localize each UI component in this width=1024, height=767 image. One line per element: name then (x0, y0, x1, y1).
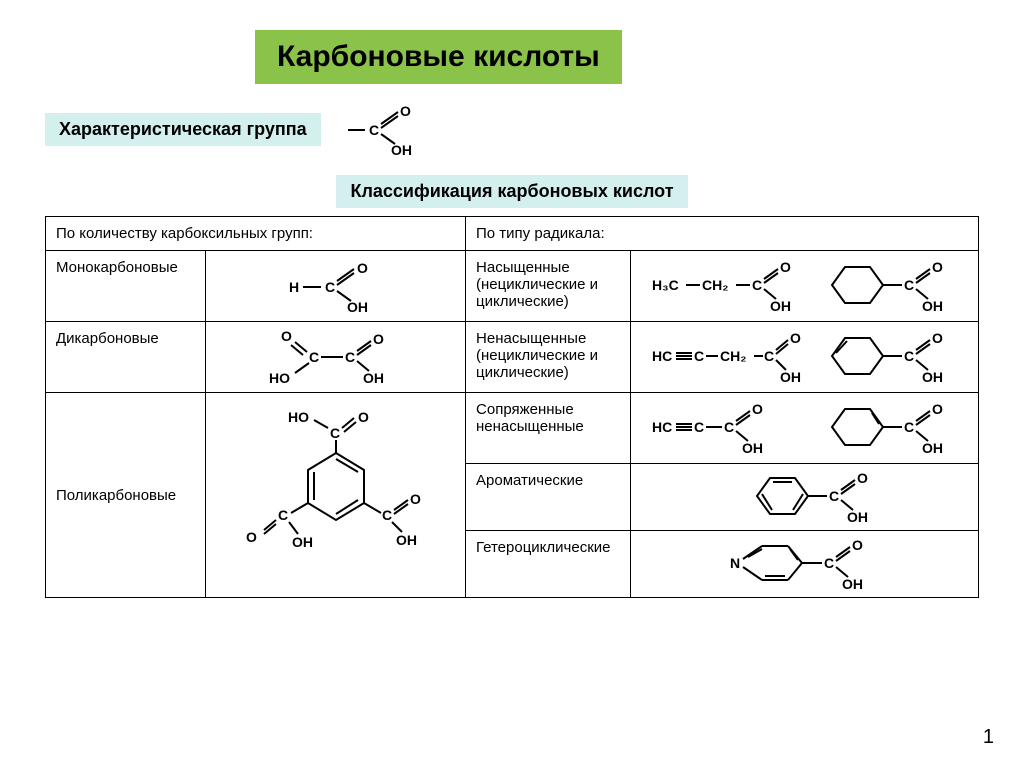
svg-text:OH: OH (922, 440, 943, 456)
label-conjugated: Сопряженные ненасыщенные (466, 393, 631, 464)
svg-text:O: O (373, 331, 384, 347)
svg-text:H: H (289, 279, 299, 295)
svg-text:OH: OH (847, 509, 868, 525)
svg-text:OH: OH (347, 299, 368, 314)
svg-text:H₃C: H₃C (652, 277, 679, 293)
svg-text:OH: OH (292, 534, 313, 550)
svg-text:OH: OH (391, 142, 412, 157)
struct-isonicotinic: N C O OH (631, 531, 979, 598)
svg-text:C: C (824, 555, 834, 571)
table-row: Монокарбоновые H C O OH Насыщенные (неци… (46, 251, 979, 322)
svg-text:O: O (400, 103, 411, 119)
svg-text:N: N (730, 555, 740, 571)
svg-text:C: C (278, 507, 288, 523)
table-row: По количеству карбоксильных групп: По ти… (46, 217, 979, 251)
svg-text:C: C (369, 122, 379, 138)
svg-text:O: O (281, 328, 292, 344)
svg-text:C: C (904, 277, 914, 293)
page-number: 1 (983, 726, 994, 749)
svg-text:HO: HO (288, 409, 309, 425)
svg-text:O: O (932, 330, 943, 346)
svg-text:OH: OH (922, 298, 943, 314)
svg-text:OH: OH (363, 370, 384, 386)
classification-label: Классификация карбоновых кислот (336, 175, 687, 208)
svg-text:O: O (932, 259, 943, 275)
svg-text:OH: OH (742, 440, 763, 456)
svg-text:HO: HO (269, 370, 290, 386)
table-row: Дикарбоновые O C HO C O OH Ненасыщенные … (46, 322, 979, 393)
svg-text:C: C (752, 277, 762, 293)
svg-text:O: O (780, 259, 791, 275)
svg-text:C: C (764, 348, 774, 364)
svg-text:C: C (325, 279, 335, 295)
svg-text:C: C (382, 507, 392, 523)
svg-text:HC: HC (652, 348, 672, 364)
characteristic-group-row: Характеристическая группа C O OH (45, 102, 979, 157)
struct-oxalic: O C HO C O OH (206, 322, 466, 393)
label-mono: Монокарбоновые (46, 251, 206, 322)
header-by-radical: По типу радикала: (466, 217, 979, 251)
svg-text:OH: OH (780, 369, 801, 385)
label-di: Дикарбоновые (46, 322, 206, 393)
svg-text:OH: OH (842, 576, 863, 592)
label-poly: Поликарбоновые (46, 393, 206, 598)
svg-text:C: C (904, 348, 914, 364)
cooh-structure-icon: C O OH (343, 102, 423, 157)
svg-text:O: O (752, 401, 763, 417)
svg-text:C: C (724, 419, 734, 435)
classification-table: По количеству карбоксильных групп: По ти… (45, 216, 979, 598)
svg-text:C: C (330, 425, 340, 441)
svg-text:O: O (857, 470, 868, 486)
characteristic-group-label: Характеристическая группа (45, 113, 321, 146)
classification-header: Классификация карбоновых кислот (45, 175, 979, 208)
struct-formic: H C O OH (206, 251, 466, 322)
svg-text:C: C (829, 488, 839, 504)
label-hetero: Гетероциклические (466, 531, 631, 598)
struct-conjugated: HC C C O OH C O OH (631, 393, 979, 464)
label-unsaturated: Ненасыщенные (нециклические и циклически… (466, 322, 631, 393)
svg-text:CH₂: CH₂ (702, 277, 728, 293)
svg-text:O: O (410, 491, 421, 507)
page-title: Карбоновые кислоты (255, 30, 622, 84)
svg-text:OH: OH (396, 532, 417, 548)
svg-text:C: C (694, 419, 704, 435)
svg-text:C: C (309, 349, 319, 365)
struct-trimesic: C O HO OH C O OH C (206, 393, 466, 598)
struct-benzoic: C O OH (631, 464, 979, 531)
label-saturated: Насыщенные (нециклические и циклические) (466, 251, 631, 322)
svg-text:C: C (694, 348, 704, 364)
svg-text:O: O (790, 330, 801, 346)
svg-text:OH: OH (922, 369, 943, 385)
header-by-count: По количеству карбоксильных групп: (46, 217, 466, 251)
struct-unsaturated: HC C CH₂ C O OH C (631, 322, 979, 393)
label-aromatic: Ароматические (466, 464, 631, 531)
svg-text:O: O (358, 409, 369, 425)
svg-text:CH₂: CH₂ (720, 348, 746, 364)
svg-text:C: C (345, 349, 355, 365)
svg-text:OH: OH (770, 298, 791, 314)
struct-saturated: H₃C CH₂ C O OH C O OH (631, 251, 979, 322)
svg-text:O: O (852, 537, 863, 553)
svg-text:O: O (246, 529, 257, 545)
svg-text:C: C (904, 419, 914, 435)
svg-text:O: O (932, 401, 943, 417)
svg-text:O: O (357, 260, 368, 276)
svg-text:HC: HC (652, 419, 672, 435)
table-row: Поликарбоновые C O HO OH (46, 393, 979, 464)
